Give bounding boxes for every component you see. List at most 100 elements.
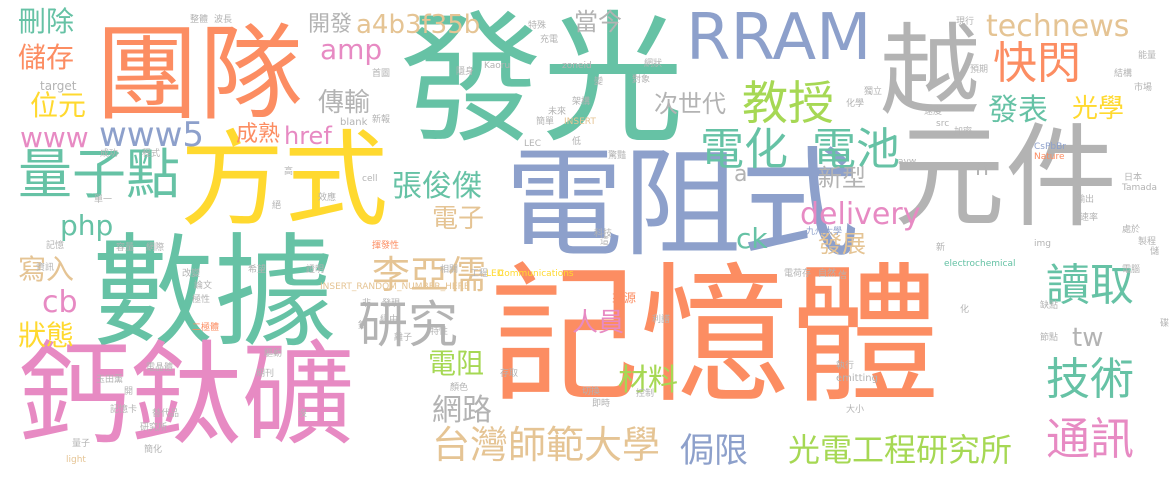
word: 量子點 <box>18 143 180 206</box>
word: 台灣師範大學 <box>432 423 661 467</box>
word: 量子 <box>72 439 91 449</box>
word: 當今 <box>574 8 622 36</box>
word: 光學 <box>1072 94 1125 124</box>
word: 非 <box>362 299 372 309</box>
word: 電阻 <box>428 347 485 380</box>
word: 人員 <box>572 308 625 338</box>
word: Tamada <box>1122 183 1158 193</box>
word: LED <box>486 269 504 279</box>
word: 資訊 <box>36 263 55 273</box>
word: 經由 <box>380 315 399 325</box>
word: 容量 <box>116 243 135 253</box>
word: amp <box>320 33 383 66</box>
word: 發光 <box>400 0 684 163</box>
word: 利譜 <box>652 315 671 325</box>
word: 二極體 <box>192 323 220 333</box>
word: 位元 <box>30 89 87 122</box>
word: 電荷存 <box>784 269 812 279</box>
word: 缺點 <box>1040 301 1059 311</box>
word: 加密 <box>954 127 973 137</box>
word: 首圖 <box>372 69 391 79</box>
word: LEC <box>524 139 541 149</box>
word: 執行 <box>836 361 855 371</box>
word: 市場 <box>1134 83 1153 93</box>
word: INSERT <box>564 117 596 127</box>
word: 整體 <box>190 15 209 25</box>
word: 簡單 <box>536 117 555 127</box>
word: 單一 <box>94 195 113 205</box>
word: 處於 <box>1122 225 1141 235</box>
word: 特殊 <box>528 21 547 31</box>
word: 記憶卡 <box>110 405 138 415</box>
word: 能量 <box>1138 51 1157 61</box>
word: 儲存 <box>18 41 75 74</box>
word: RRAM <box>686 1 872 75</box>
word: a <box>734 162 748 187</box>
word: 教授 <box>742 76 834 130</box>
word: 現行 <box>956 17 975 27</box>
word: 發表 <box>988 93 1048 128</box>
word: 對象 <box>632 75 651 85</box>
word: 侷限 <box>680 431 748 471</box>
word: tw <box>1072 323 1104 353</box>
word: 證明 <box>306 265 325 275</box>
word: 發現 <box>382 299 401 309</box>
word: 速度 <box>924 107 943 117</box>
word: 來源 <box>612 291 637 305</box>
word: 切換 <box>582 387 601 397</box>
word: 自然 <box>818 269 837 279</box>
word: 研究 <box>358 296 458 354</box>
word: 鈣鈦礦 <box>18 331 354 461</box>
word: 網際 <box>146 243 165 253</box>
word: avw <box>898 157 917 167</box>
word: 架構 <box>572 97 591 107</box>
word: 數據 <box>92 222 336 364</box>
word: 離子 <box>394 333 413 343</box>
word: 極性 <box>192 295 211 305</box>
word: 沒 <box>298 409 308 419</box>
word: 希望 <box>248 265 267 275</box>
word: Kaoru <box>484 61 511 71</box>
word: target <box>40 79 77 93</box>
word: 電腦 <box>1122 265 1141 275</box>
word: 九州大學 <box>806 227 843 237</box>
word: 研究所 <box>140 423 168 433</box>
word: 工程 <box>470 269 489 279</box>
word: 成熟 <box>236 122 281 147</box>
word: 相關 <box>440 265 459 275</box>
word: 製程 <box>1138 237 1157 247</box>
word: 網路 <box>432 393 492 428</box>
word: www5 <box>99 115 205 155</box>
word: 節點 <box>1040 333 1059 343</box>
word: 簡化 <box>144 445 163 455</box>
word: 成功 <box>100 149 119 159</box>
word: 儲 <box>1150 247 1160 257</box>
word: 網狀 <box>644 59 663 69</box>
word: 期刊 <box>256 369 275 379</box>
word: 特性 <box>430 327 449 337</box>
word: zoneid <box>562 61 592 71</box>
word: href <box>284 122 332 150</box>
word: 替代品 <box>152 409 180 419</box>
word: 控制 <box>636 389 655 399</box>
word: 快閃 <box>993 38 1081 89</box>
word: 開發 <box>308 12 353 37</box>
word: 李亞儒 <box>372 253 487 297</box>
word: www <box>20 121 89 154</box>
word: 刪除 <box>18 5 75 38</box>
word: technews <box>986 9 1130 44</box>
word: 波長 <box>214 15 233 25</box>
word: 玉田薰 <box>96 375 124 385</box>
word: 結構 <box>1114 69 1133 79</box>
word: 顏色 <box>450 383 469 393</box>
word: 材料 <box>618 363 678 398</box>
word: 大小 <box>846 405 865 415</box>
word: 輸出 <box>1076 195 1095 205</box>
word: 程式 <box>142 149 161 159</box>
word: 存取 <box>500 369 519 379</box>
word: n <box>975 156 989 181</box>
word: 方式 <box>180 119 389 241</box>
word: 信 <box>838 271 848 281</box>
word: 讀取 <box>1046 260 1134 311</box>
